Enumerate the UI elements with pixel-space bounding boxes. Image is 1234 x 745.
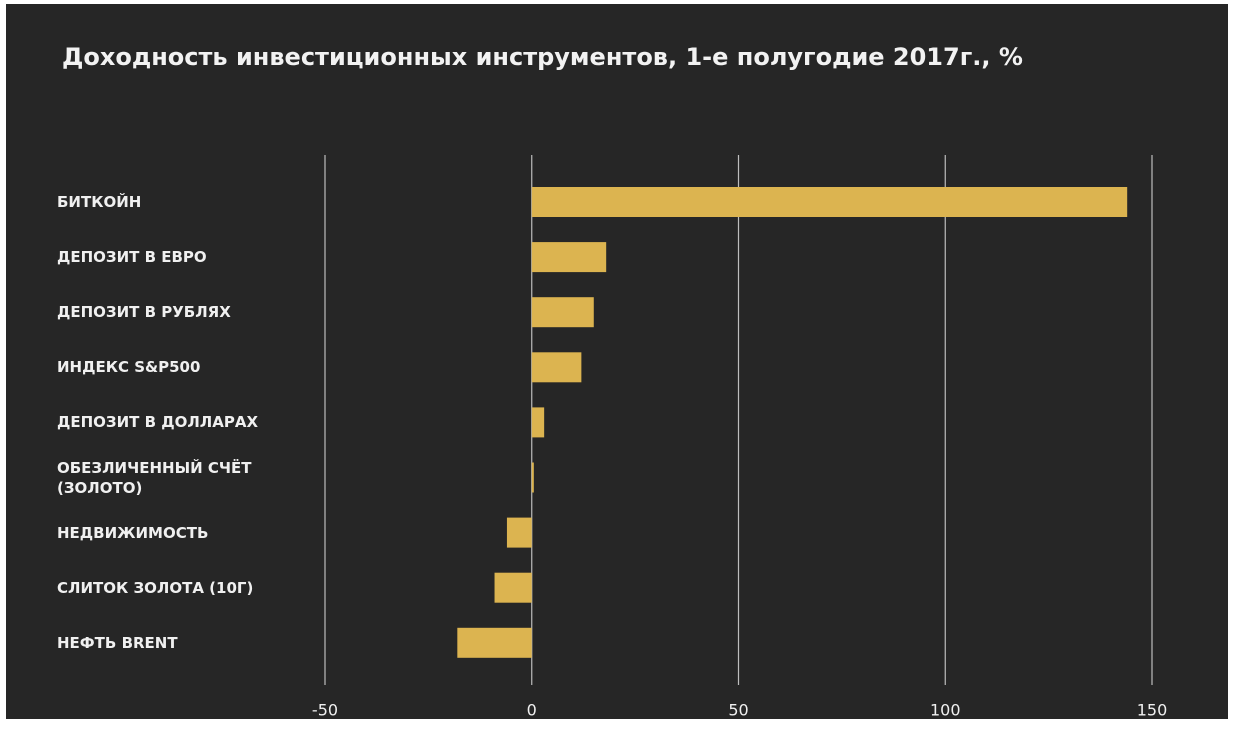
y-tick-label: БИТКОЙН [57,193,142,211]
y-tick-label: ДЕПОЗИТ В ЕВРО [57,248,207,267]
bar [494,572,532,603]
x-tick-label: 50 [728,701,748,720]
y-tick-label: ОБЕЗЛИЧЕННЫЙ СЧЁТ (ЗОЛОТО) [57,458,252,497]
x-tick-label: 0 [527,701,537,720]
y-tick-label: НЕДВИЖИМОСТЬ [57,523,209,542]
bar [531,242,607,273]
y-tick-label: ИНДЕКС S&P500 [57,358,201,377]
y-tick-label: НЕФТЬ BRENT [57,633,178,652]
bar [531,187,1128,217]
bar [531,352,582,383]
y-tick-label: СЛИТОК ЗОЛОТА (10Г) [57,578,254,597]
bar [506,517,532,548]
bar [457,627,532,658]
x-tick-label: -50 [312,701,338,720]
bar [531,297,594,328]
bar [531,462,534,493]
chart-title: Доходность инвестиционных инструментов, … [62,43,1023,71]
x-tick-label: 100 [930,701,961,720]
y-tick-label: ДЕПОЗИТ В ДОЛЛАРАХ [57,413,259,432]
background [6,4,1228,719]
y-tick-label: ДЕПОЗИТ В РУБЛЯХ [57,303,231,322]
x-tick-label: 150 [1137,701,1168,720]
bar [531,407,545,438]
